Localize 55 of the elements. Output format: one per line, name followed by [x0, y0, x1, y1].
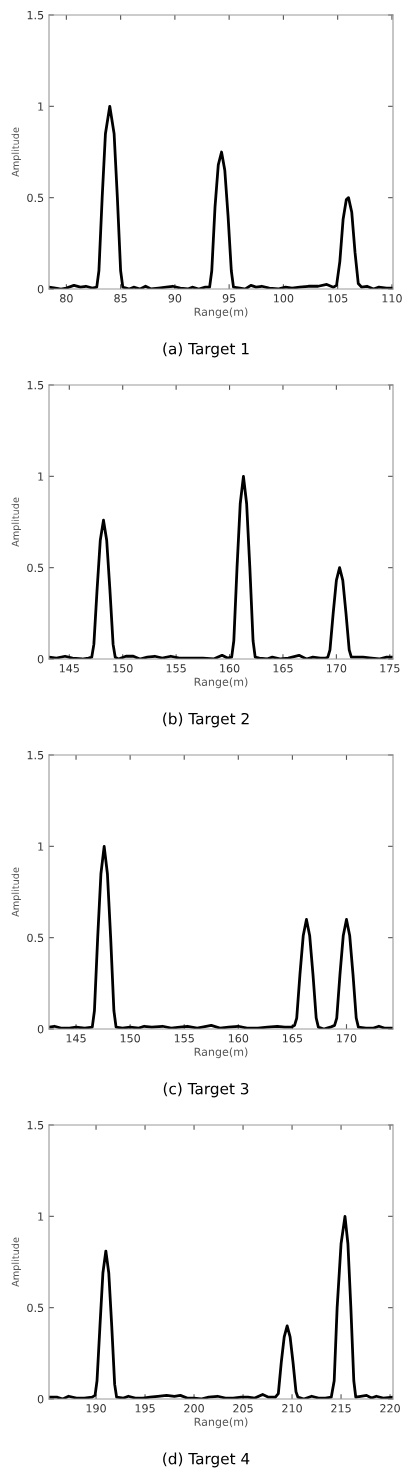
x-tick-label: 110: [382, 294, 402, 303]
y-tick-label: 1: [38, 102, 44, 111]
y-tick-label: 0: [37, 654, 44, 664]
x-tick-label: 145: [66, 1034, 86, 1043]
x-tick-label: 200: [184, 1404, 204, 1413]
text: (c) Target 3: [163, 1082, 249, 1098]
y-tick-label: 1: [38, 842, 44, 851]
x-tick-label: 195: [135, 1404, 155, 1413]
y-tick-label: 0.5: [27, 193, 44, 203]
x-axis-title: Range(m): [194, 1417, 248, 1429]
y-axis-title: Amplitude: [11, 867, 21, 917]
x-tick-label: 205: [233, 1404, 253, 1413]
x-tick-label: 105: [328, 294, 348, 303]
y-tick-label: 0: [37, 1024, 44, 1034]
x-tick-label: 170: [327, 664, 347, 673]
x-tick-label: 220: [380, 1404, 400, 1413]
x-tick-label: 145: [59, 664, 79, 673]
y-tick-label: 0: [37, 1394, 44, 1404]
x-tick-label: 85: [114, 294, 127, 303]
x-tick-label: 160: [220, 664, 240, 673]
x-tick-label: 165: [273, 664, 293, 673]
y-tick-label: 1: [38, 472, 44, 481]
x-tick-label: 215: [331, 1404, 351, 1413]
x-tick-label: 90: [168, 294, 182, 303]
text: (d) Target 4: [163, 1452, 250, 1468]
x-tick-label: 150: [120, 1034, 140, 1043]
x-tick-label: 160: [228, 1034, 249, 1043]
x-tick-label: 165: [283, 1034, 303, 1043]
text: (a) Target 1: [163, 342, 249, 358]
y-axis-title: Amplitude: [11, 1237, 21, 1287]
x-tick-label: 210: [282, 1404, 302, 1413]
y-tick-label: 0.5: [27, 1303, 44, 1313]
x-tick-label: 155: [174, 1034, 194, 1043]
y-tick-label: 1: [38, 1212, 44, 1221]
x-tick-label: 190: [86, 1404, 106, 1413]
y-tick-label: 1.5: [27, 381, 44, 390]
x-tick-label: 150: [113, 664, 133, 673]
text: (b) Target 2: [163, 712, 249, 728]
y-axis-title: Amplitude: [11, 497, 21, 547]
x-axis-title: Range(m): [194, 307, 248, 319]
y-axis-title: Amplitude: [11, 127, 21, 177]
y-tick-label: 0: [37, 284, 44, 294]
x-tick-label: 80: [60, 294, 73, 303]
x-tick-label: 170: [337, 1034, 357, 1043]
y-tick-label: 0.5: [27, 563, 44, 573]
y-tick-label: 0.5: [27, 933, 44, 943]
y-tick-label: 1.5: [27, 11, 44, 20]
x-tick-label: 175: [380, 664, 400, 673]
y-tick-label: 1.5: [27, 751, 44, 760]
x-axis-title: Range(m): [194, 677, 248, 689]
x-axis-title: Range(m): [194, 1047, 248, 1059]
y-tick-label: 1.5: [27, 1121, 44, 1130]
x-tick-label: 100: [274, 294, 294, 303]
x-tick-label: 95: [222, 294, 236, 303]
x-tick-label: 155: [166, 664, 186, 673]
